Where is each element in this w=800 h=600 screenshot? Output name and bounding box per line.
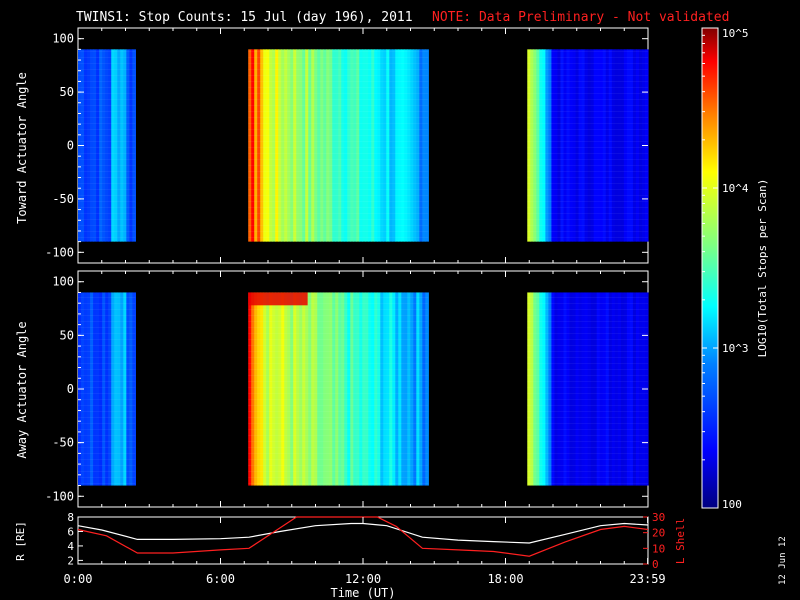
ytick-label: -50 <box>52 436 74 450</box>
away-angle-panel: 100 50 0 -50 -100 Away Actuator Angle <box>15 270 649 508</box>
chart-title: TWINS1: Stop Counts: 15 Jul (day 196), 2… <box>76 10 413 25</box>
heatmap-block-2 <box>527 49 649 242</box>
colorbar-tick-label: 10^5 <box>722 27 749 40</box>
ytick-label: 100 <box>52 275 74 289</box>
heatmap-block-0 <box>78 292 136 486</box>
lshell-ytick-label: 30 <box>652 511 665 524</box>
ytick-label: 50 <box>60 85 74 99</box>
toward-angle-ylabel: Toward Actuator Angle <box>15 72 29 224</box>
colorbar: 100 10^3 10^4 10^5 LOG10(Total Stops per Sc… <box>701 27 769 511</box>
heatmap-block-1 <box>248 292 429 486</box>
lshell-ytick-label: 0 <box>652 558 659 571</box>
ytick-label: -100 <box>45 245 74 259</box>
lshell-ylabel: L Shell <box>674 518 687 564</box>
ytick-label: 100 <box>52 32 74 46</box>
ytick-label: -100 <box>45 489 74 503</box>
colorbar-label: LOG10(Total Stops per Scan) <box>756 179 769 358</box>
radius-ytick-label: 4 <box>67 540 74 553</box>
heatmap-block-0 <box>78 49 136 242</box>
heatmap-texture <box>527 49 648 242</box>
radius-series-line <box>77 522 649 544</box>
ytick-label: 50 <box>60 328 74 342</box>
time-xtick-label: 18:00 <box>487 572 523 586</box>
heatmap-texture <box>248 292 429 486</box>
radius-ytick-label: 6 <box>67 525 74 538</box>
radius-ytick-label: 8 <box>67 511 74 524</box>
orbit-panel: 24 68 0 10 20 30 0:00 6:00 12:00 18:00 23:59 R [RE… <box>14 511 687 600</box>
time-xtick-label: 23:59 <box>630 572 666 586</box>
colorbar-gradient <box>701 27 719 509</box>
toward-angle-panel: 100 50 0 -50 -100 Toward Actuator Angle <box>15 27 649 264</box>
heatmap-texture <box>78 49 136 242</box>
time-xlabel: Time (UT) <box>330 586 395 600</box>
heatmap-block-1 <box>248 49 429 242</box>
ytick-label: 0 <box>67 382 74 396</box>
heatmap-hot-band <box>248 292 308 306</box>
time-xtick-label: 12:00 <box>345 572 381 586</box>
colorbar-tick-label: 10^3 <box>722 342 749 355</box>
ytick-label: -50 <box>52 192 74 206</box>
lshell-ytick-label: 10 <box>652 542 665 555</box>
heatmap-texture <box>248 49 429 242</box>
heatmap-block-2 <box>527 292 649 486</box>
time-xtick-label: 6:00 <box>206 572 235 586</box>
time-xtick-label: 0:00 <box>64 572 93 586</box>
ytick-label: 0 <box>67 139 74 153</box>
lshell-series-line <box>77 516 649 557</box>
heatmap-texture <box>78 292 136 486</box>
away-angle-ylabel: Away Actuator Angle <box>15 321 29 458</box>
radius-ytick-label: 2 <box>67 554 74 567</box>
colorbar-tick-label: 10^4 <box>722 182 749 195</box>
radius-ylabel: R [RE] <box>14 521 27 561</box>
side-date: 12 Jun 12 <box>778 536 788 585</box>
colorbar-tick-label: 100 <box>722 498 742 511</box>
lshell-ytick-label: 20 <box>652 527 665 540</box>
heatmap-texture <box>527 292 648 486</box>
chart-note: NOTE: Data Preliminary - Not validated <box>432 10 729 25</box>
